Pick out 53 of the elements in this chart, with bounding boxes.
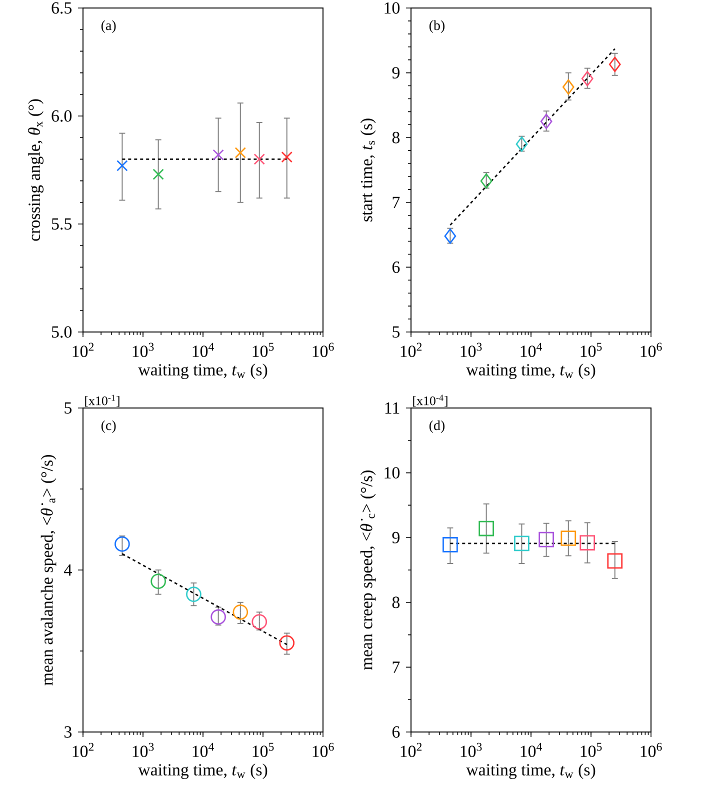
x-axis-title: waiting time, t$_{w}$ (s) [466,364,596,379]
x-tick-label: 10$^{6}$ [640,342,662,358]
x-tick-label: 10$^{6}$ [640,742,662,758]
y-tick-label: 3 [64,726,72,738]
y-tick-label: 4 [64,564,72,576]
y-tick-label: 9 [392,67,400,78]
annotation: (a) [101,20,116,33]
x-tick-label: 10$^{5}$ [252,342,274,358]
y-tick-label: 5.5 [52,218,72,230]
x-tick-label: 10$^{2}$ [72,342,94,358]
y-axis-title: start time, t$_{s}$ (s) [360,118,376,222]
y-tick-label: 6.5 [52,2,72,14]
x-tick-label: 10$^{5}$ [580,342,602,358]
x-tick-label: 10$^{4}$ [192,742,214,758]
y-tick-label: 5 [64,402,72,414]
y-axis-title: mean creep speed, <θ̇$_{c}$> (°/s) [360,470,376,670]
y-tick-label: 11 [385,402,400,414]
annotation: (b) [429,20,444,33]
x-tick-label: 10$^{6}$ [312,742,334,758]
y-tick-label: 10 [384,2,400,14]
x-tick-label: 10$^{3}$ [132,742,154,758]
y-tick-label: 8 [392,596,400,608]
y-tick-label: 8 [392,132,400,144]
y-tick-label: 6 [392,262,400,273]
text: [x10$^{-4}$] [413,394,448,407]
y-axis-title: mean avalanche speed, <θ̇$_{a}$> (°/s) [40,455,56,686]
y-tick-label: 5 [392,326,400,338]
text: [x10$^{-1}$] [85,394,120,407]
y-tick-label: 9 [392,532,400,544]
x-axis-title: waiting time, t$_{w}$ (s) [138,364,268,379]
x-tick-label: 10$^{4}$ [520,742,542,758]
y-tick-label: 7 [392,662,400,673]
x-tick-label: 10$^{4}$ [192,342,214,358]
x-axis-title: waiting time, t$_{w}$ (s) [138,764,268,780]
x-tick-label: 10$^{3}$ [460,342,482,358]
x-tick-label: 10$^{2}$ [400,342,422,358]
y-tick-label: 7 [392,196,400,208]
y-tick-label: 10 [384,467,400,479]
annotation: (d) [429,420,444,433]
y-tick-label: 5.0 [52,326,72,338]
x-tick-label: 10$^{3}$ [460,742,482,758]
y-tick-label: 6.0 [52,110,72,122]
x-tick-label: 10$^{3}$ [132,342,154,358]
y-axis-title: crossing angle, θ$_{x}$ (°) [28,99,44,241]
x-tick-label: 10$^{2}$ [72,742,94,758]
x-axis-title: waiting time, t$_{w}$ (s) [466,764,596,780]
annotation: (c) [101,420,116,433]
x-tick-label: 10$^{5}$ [252,742,274,758]
x-tick-label: 10$^{4}$ [520,342,542,358]
x-tick-label: 10$^{2}$ [400,742,422,758]
y-tick-label: 6 [392,726,400,738]
x-tick-label: 10$^{6}$ [312,342,334,358]
x-tick-label: 10$^{5}$ [580,742,602,758]
